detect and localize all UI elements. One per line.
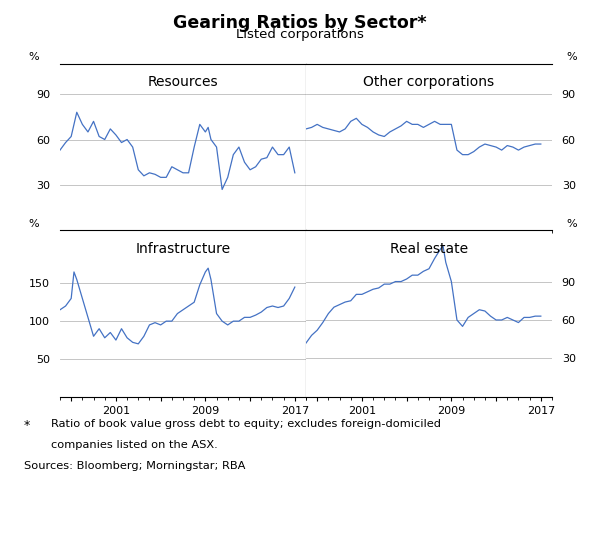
Text: Sources: Bloomberg; Morningstar; RBA: Sources: Bloomberg; Morningstar; RBA <box>24 461 245 471</box>
Text: Real estate: Real estate <box>390 242 468 256</box>
Text: Resources: Resources <box>148 75 218 89</box>
Text: %: % <box>566 52 577 62</box>
Text: Infrastructure: Infrastructure <box>136 242 230 256</box>
Text: Listed corporations: Listed corporations <box>236 28 364 41</box>
Text: %: % <box>28 219 38 229</box>
Text: *: * <box>24 419 30 432</box>
Text: Ratio of book value gross debt to equity; excludes foreign-domiciled: Ratio of book value gross debt to equity… <box>51 419 441 429</box>
Text: companies listed on the ASX.: companies listed on the ASX. <box>51 440 218 450</box>
Text: Other corporations: Other corporations <box>364 75 494 89</box>
Text: %: % <box>28 52 38 62</box>
Text: Gearing Ratios by Sector*: Gearing Ratios by Sector* <box>173 14 427 32</box>
Text: %: % <box>566 219 577 229</box>
